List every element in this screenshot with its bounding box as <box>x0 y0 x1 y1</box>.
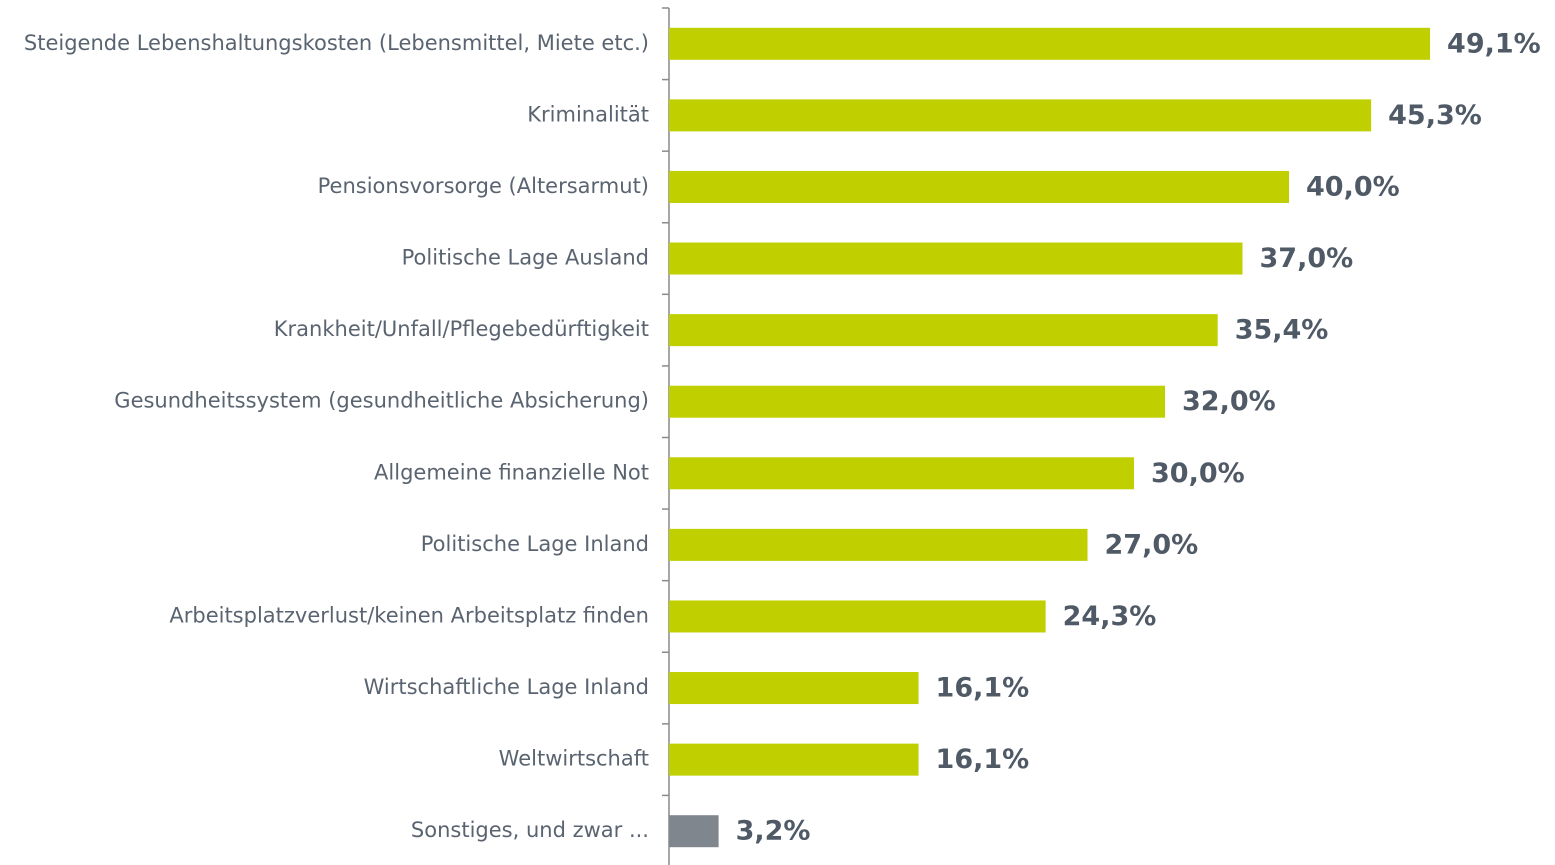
bar <box>669 743 919 776</box>
value-label: 30,0% <box>1151 458 1245 489</box>
bar <box>669 27 1431 60</box>
category-label: Krankheit/Unfall/Pflegebedürftigkeit <box>274 317 649 341</box>
value-label: 3,2% <box>736 816 811 847</box>
category-label: Politische Lage Inland <box>421 532 649 556</box>
value-label: 16,1% <box>936 744 1030 775</box>
value-label: 27,0% <box>1105 529 1199 560</box>
category-label: Sonstiges, und zwar ... <box>411 818 649 842</box>
bar <box>669 242 1243 275</box>
value-label: 40,0% <box>1306 171 1400 202</box>
bar <box>669 457 1134 490</box>
value-label: 16,1% <box>936 673 1030 704</box>
bar <box>669 385 1165 418</box>
value-label: 32,0% <box>1182 386 1276 417</box>
bar <box>669 528 1088 561</box>
bar <box>669 600 1046 633</box>
category-label: Weltwirtschaft <box>499 747 649 771</box>
value-label: 35,4% <box>1235 315 1329 346</box>
category-label: Pensionsvorsorge (Altersarmut) <box>318 174 649 198</box>
category-label: Gesundheitssystem (gesundheitliche Absic… <box>114 389 649 413</box>
value-label: 49,1% <box>1447 28 1541 59</box>
category-label: Allgemeine finanzielle Not <box>374 460 649 484</box>
bar <box>669 815 719 848</box>
value-label: 37,0% <box>1260 243 1354 274</box>
category-label: Arbeitsplatzverlust/keinen Arbeitsplatz … <box>169 603 649 627</box>
category-label: Politische Lage Ausland <box>402 246 649 270</box>
bar <box>669 99 1372 132</box>
category-label: Kriminalität <box>527 102 649 126</box>
bar <box>669 170 1289 203</box>
value-label: 45,3% <box>1388 100 1482 131</box>
category-label: Steigende Lebenshaltungskosten (Lebensmi… <box>24 31 649 55</box>
bar <box>669 314 1218 347</box>
bar <box>669 672 919 705</box>
value-label: 24,3% <box>1063 601 1157 632</box>
category-label: Wirtschaftliche Lage Inland <box>364 675 649 699</box>
